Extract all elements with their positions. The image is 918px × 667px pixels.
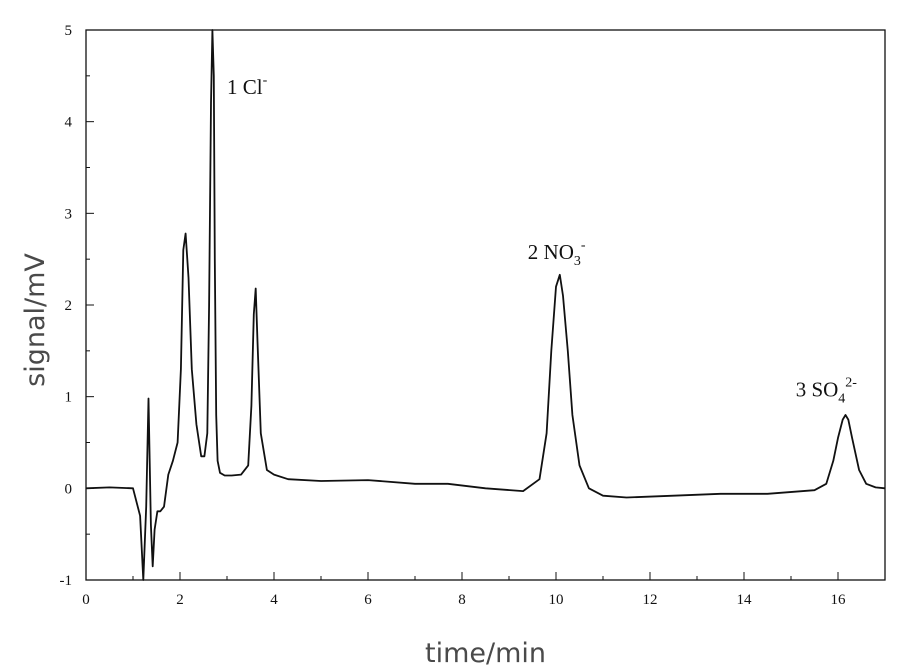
signal-line [85, 29, 886, 581]
peak-label: 2 NO3- [528, 238, 586, 269]
peak-label: 1 Cl- [227, 73, 268, 99]
y-tick-label: -1 [60, 573, 73, 589]
x-tick-label: 4 [270, 592, 278, 608]
axis-ticks [85, 29, 886, 581]
y-tick-label: 1 [65, 390, 73, 406]
x-tick-label: 10 [549, 592, 564, 608]
y-tick-label: 5 [65, 23, 73, 39]
y-tick-label: 0 [65, 481, 73, 497]
plot-frame [85, 29, 886, 581]
peak-label: 3 SO42- [796, 376, 858, 407]
peak-labels: 1 Cl- 2 NO3- 3 SO42- [227, 73, 858, 407]
x-tick-label: 6 [364, 592, 372, 608]
x-tick-label: 14 [737, 592, 753, 608]
x-tick-label: 8 [458, 592, 466, 608]
y-tick-label: 3 [65, 206, 73, 222]
y-axis-title: signal/mV [20, 253, 51, 387]
x-tick-label: 0 [82, 592, 90, 608]
x-tick-label: 2 [176, 592, 184, 608]
x-tick-label: 12 [643, 592, 658, 608]
x-axis-title: time/min [425, 638, 546, 667]
x-tick-label: 16 [831, 592, 847, 608]
y-tick-label: 4 [65, 115, 73, 131]
y-tick-label: 2 [65, 298, 73, 314]
